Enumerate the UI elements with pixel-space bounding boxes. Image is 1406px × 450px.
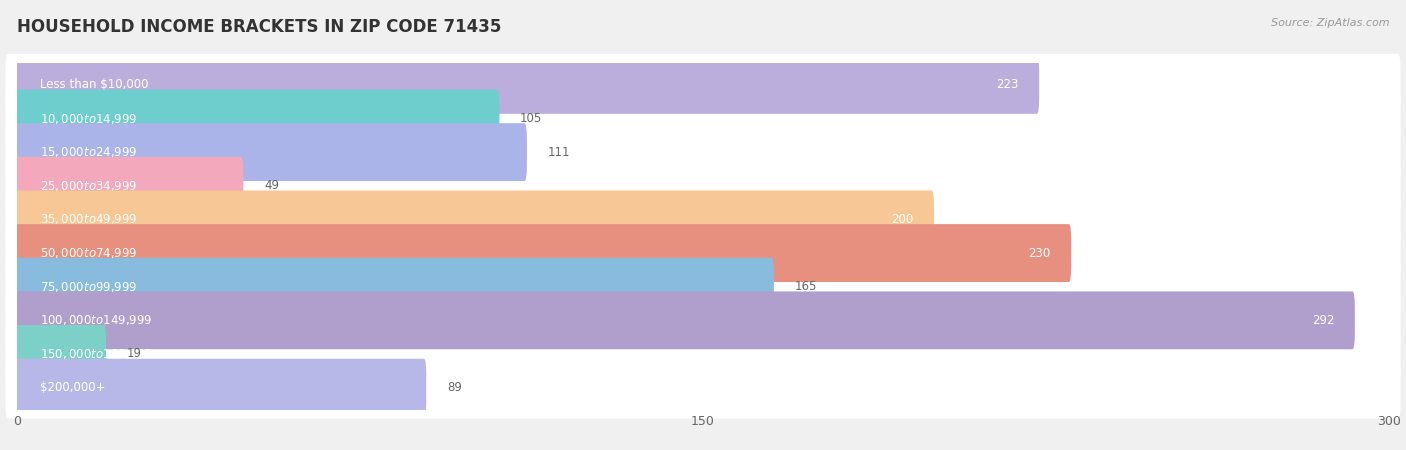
FancyBboxPatch shape [6, 54, 1400, 116]
FancyBboxPatch shape [6, 323, 1400, 385]
Text: Source: ZipAtlas.com: Source: ZipAtlas.com [1271, 18, 1389, 28]
FancyBboxPatch shape [6, 222, 1400, 284]
Text: 292: 292 [1312, 314, 1334, 327]
FancyBboxPatch shape [6, 189, 1400, 250]
Text: $15,000 to $24,999: $15,000 to $24,999 [39, 145, 138, 159]
Text: $200,000+: $200,000+ [39, 381, 105, 394]
FancyBboxPatch shape [14, 359, 426, 417]
FancyBboxPatch shape [14, 325, 105, 383]
Text: 230: 230 [1028, 247, 1050, 260]
Text: 49: 49 [264, 179, 278, 192]
FancyBboxPatch shape [14, 258, 773, 315]
Text: $50,000 to $74,999: $50,000 to $74,999 [39, 246, 138, 260]
Text: 111: 111 [547, 146, 569, 159]
Text: HOUSEHOLD INCOME BRACKETS IN ZIP CODE 71435: HOUSEHOLD INCOME BRACKETS IN ZIP CODE 71… [17, 18, 502, 36]
FancyBboxPatch shape [6, 155, 1400, 217]
Text: $75,000 to $99,999: $75,000 to $99,999 [39, 280, 138, 294]
FancyBboxPatch shape [14, 56, 1039, 114]
FancyBboxPatch shape [6, 256, 1400, 318]
Text: $10,000 to $14,999: $10,000 to $14,999 [39, 112, 138, 126]
Text: 223: 223 [997, 78, 1018, 91]
Text: 165: 165 [794, 280, 817, 293]
Text: $150,000 to $199,999: $150,000 to $199,999 [39, 347, 152, 361]
FancyBboxPatch shape [6, 357, 1400, 418]
Text: Less than $10,000: Less than $10,000 [39, 78, 148, 91]
FancyBboxPatch shape [14, 123, 527, 181]
FancyBboxPatch shape [6, 289, 1400, 351]
Text: 89: 89 [447, 381, 461, 394]
FancyBboxPatch shape [6, 88, 1400, 149]
FancyBboxPatch shape [6, 121, 1400, 183]
FancyBboxPatch shape [14, 90, 499, 148]
FancyBboxPatch shape [14, 292, 1355, 349]
FancyBboxPatch shape [14, 190, 934, 248]
Text: $35,000 to $49,999: $35,000 to $49,999 [39, 212, 138, 226]
FancyBboxPatch shape [14, 157, 243, 215]
Text: 19: 19 [127, 347, 142, 360]
Text: $100,000 to $149,999: $100,000 to $149,999 [39, 313, 152, 327]
FancyBboxPatch shape [14, 224, 1071, 282]
Text: 105: 105 [520, 112, 543, 125]
Text: $25,000 to $34,999: $25,000 to $34,999 [39, 179, 138, 193]
Text: 200: 200 [891, 213, 914, 226]
